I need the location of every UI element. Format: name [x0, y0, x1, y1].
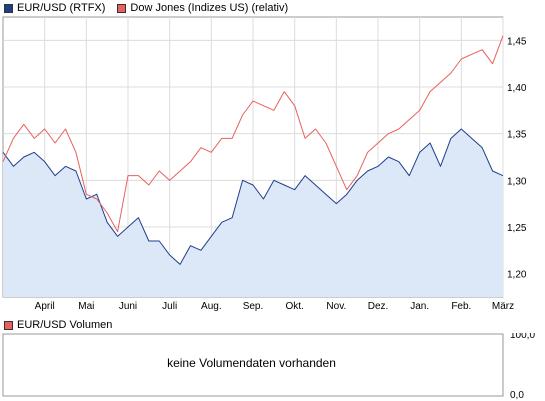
x-tick-label: Sep. — [243, 301, 264, 312]
y-tick-label: 1,45 — [507, 36, 527, 47]
legend-item-volume[interactable]: EUR/USD Volumen — [4, 319, 112, 331]
x-tick-label: Dez. — [368, 301, 389, 312]
legend-swatch-dow-jones — [117, 3, 127, 13]
price-chart[interactable]: April Mai Juni Juli Aug. Sep. Okt. Nov. Dez. Jan.… — [0, 14, 545, 316]
legend-label-eurusd: EUR/USD (RTFX) — [17, 2, 106, 14]
y-tick-label: 1,30 — [507, 176, 527, 187]
series-line-0[interactable] — [2, 128, 504, 265]
legend-label-dow-jones: Dow Jones (Indizes US) (relativ) — [130, 2, 289, 14]
x-tick-label: Mai — [78, 301, 94, 312]
series-line-1[interactable] — [2, 35, 504, 233]
x-tick-label: April — [35, 301, 55, 312]
main-legend: EUR/USD (RTFX) Dow Jones (Indizes US) (r… — [4, 1, 300, 15]
legend-swatch-volume — [4, 320, 13, 330]
x-tick-label: Nov. — [326, 301, 346, 312]
volume-ytick-top: 100,0 — [510, 333, 535, 341]
legend-label-volume: EUR/USD Volumen — [17, 319, 113, 331]
x-tick-label: Feb. — [451, 301, 471, 312]
x-tick-label: Aug. — [201, 301, 222, 312]
x-tick-label: Juli — [162, 301, 177, 312]
x-tick-label: Juni — [119, 301, 137, 312]
volume-plot-area — [2, 333, 504, 397]
volume-ytick-bottom: 0,0 — [510, 390, 524, 401]
y-tick-label: 1,40 — [507, 83, 527, 94]
x-tick-label: März — [492, 301, 514, 312]
x-tick-label: Okt. — [285, 301, 303, 312]
no-volume-message: keine Volumendaten vorhanden — [167, 356, 336, 370]
volume-panel: 100,0 0,0 — [2, 333, 535, 401]
y-tick-label: 1,25 — [507, 223, 527, 234]
series-area-0 — [3, 129, 503, 297]
legend-swatch-eurusd — [4, 3, 13, 13]
y-tick-label: 1,20 — [507, 270, 527, 281]
volume-legend: EUR/USD Volumen — [4, 318, 124, 332]
x-tick-label: Jan. — [410, 301, 429, 312]
legend-item-eurusd[interactable]: EUR/USD (RTFX) — [4, 2, 105, 14]
y-tick-label: 1,35 — [507, 130, 527, 141]
legend-item-dow-jones[interactable]: Dow Jones (Indizes US) (relativ) — [117, 2, 288, 14]
